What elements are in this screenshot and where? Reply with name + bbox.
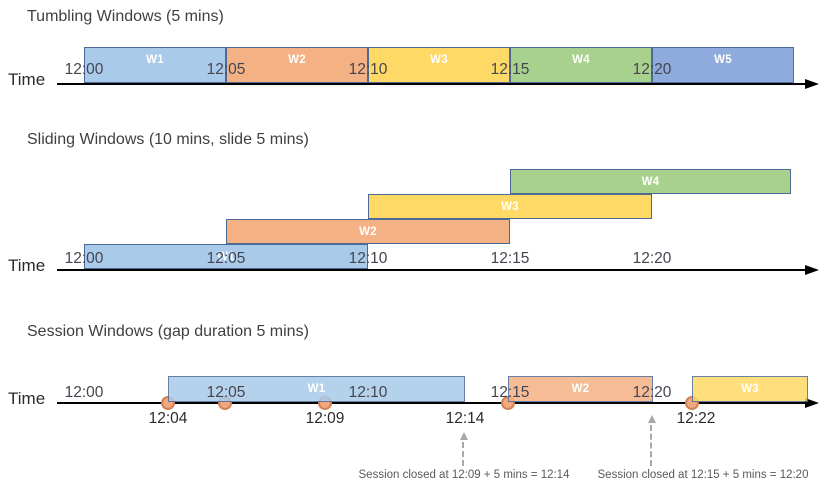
tumbling-time-axis-label: Time bbox=[8, 70, 46, 89]
sliding-title: Sliding Windows (10 mins, slide 5 mins) bbox=[27, 131, 309, 148]
sliding-tick-1205: 12:05 bbox=[206, 250, 246, 267]
session-tick-1200: 12:00 bbox=[64, 384, 104, 401]
tumbling-window-w4: W4 bbox=[510, 47, 652, 83]
tumbling-timeline bbox=[57, 83, 806, 85]
session-window-w1: W1 bbox=[168, 376, 465, 402]
tumbling-tick-1210: 12:10 bbox=[348, 61, 388, 78]
session-timeline bbox=[57, 402, 806, 404]
window-label: W1 bbox=[217, 250, 235, 263]
tumbling-tick-1200: 12:00 bbox=[64, 61, 104, 78]
session-title: Session Windows (gap duration 5 mins) bbox=[27, 323, 309, 340]
session-closed-annotation-2: Session closed at 12:15 + 5 mins = 12:20 bbox=[597, 469, 809, 481]
session-timeline-arrowhead-icon bbox=[805, 398, 819, 408]
sliding-time-axis-label: Time bbox=[8, 256, 46, 275]
tumbling-window-w1: W1 bbox=[84, 47, 226, 83]
window-label: W4 bbox=[641, 175, 660, 188]
tumbling-tick-1215: 12:15 bbox=[490, 61, 530, 78]
tumbling-tick-1220: 12:20 bbox=[632, 61, 672, 78]
window-label: W3 bbox=[501, 200, 519, 213]
sliding-tick-1200: 12:00 bbox=[64, 250, 104, 267]
tumbling-window-w3: W3 bbox=[368, 47, 510, 83]
tumbling-window-w5: W5 bbox=[652, 47, 794, 83]
session-window-w3: W3 bbox=[692, 376, 808, 402]
window-label: W3 bbox=[741, 383, 759, 395]
window-label: W3 bbox=[430, 54, 448, 66]
event-time-1222: 12:22 bbox=[676, 410, 716, 427]
session-tick-1215: 12:15 bbox=[490, 384, 530, 401]
session-tick-1210: 12:10 bbox=[348, 384, 388, 401]
window-label: W5 bbox=[714, 54, 732, 66]
sliding-tick-1210: 12:10 bbox=[348, 250, 388, 267]
session-window-w2: W2 bbox=[508, 376, 653, 402]
sliding-window-w2: W2 bbox=[226, 219, 510, 244]
sliding-window-w4: W4 bbox=[510, 169, 791, 194]
annotation-arrow-line bbox=[462, 442, 464, 466]
event-time-1209: 12:09 bbox=[305, 410, 345, 427]
tumbling-tick-1205: 12:05 bbox=[206, 61, 246, 78]
sliding-tick-1215: 12:15 bbox=[490, 250, 530, 267]
close-time-1214: 12:14 bbox=[445, 410, 485, 427]
session-tick-1220: 12:20 bbox=[632, 384, 672, 401]
session-tick-1205: 12:05 bbox=[206, 384, 246, 401]
window-label: W1 bbox=[307, 383, 326, 395]
tumbling-timeline-arrowhead-icon bbox=[805, 79, 819, 89]
tumbling-title: Tumbling Windows (5 mins) bbox=[27, 8, 224, 25]
tumbling-window-w2: W2 bbox=[226, 47, 368, 83]
session-closed-annotation-1: Session closed at 12:09 + 5 mins = 12:14 bbox=[358, 469, 570, 481]
annotation-arrow-up-icon bbox=[648, 415, 656, 423]
window-label: W2 bbox=[288, 54, 306, 66]
session-time-axis-label: Time bbox=[8, 389, 46, 408]
sliding-window-w3: W3 bbox=[368, 194, 652, 219]
window-label: W2 bbox=[571, 383, 590, 395]
sliding-tick-1220: 12:20 bbox=[632, 250, 672, 267]
annotation-arrow-line bbox=[650, 425, 652, 466]
sliding-timeline-arrowhead-icon bbox=[805, 265, 819, 275]
annotation-arrow-up-icon bbox=[460, 432, 468, 440]
sliding-window-w1: W1 bbox=[84, 244, 368, 269]
window-label: W1 bbox=[146, 54, 164, 66]
sliding-timeline bbox=[57, 269, 806, 271]
window-label: W4 bbox=[572, 54, 590, 66]
event-time-1204: 12:04 bbox=[148, 410, 188, 427]
window-label: W2 bbox=[359, 225, 377, 238]
